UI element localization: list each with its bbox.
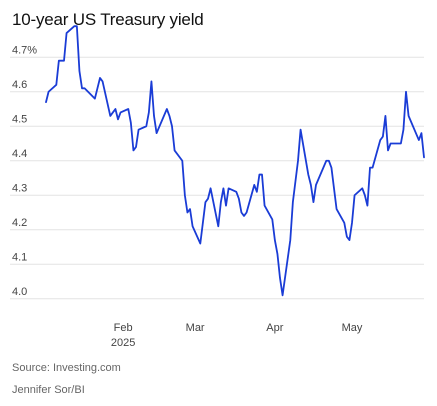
y-tick-label: 4.6 — [12, 79, 27, 91]
x-tick-label: Feb — [114, 322, 133, 334]
y-tick-label: 4.0 — [12, 286, 27, 298]
yield-series-line — [45, 25, 425, 297]
gridlines — [10, 56, 424, 300]
y-tick-label: 4.1 — [12, 251, 27, 263]
y-tick-label: 4.4 — [12, 148, 27, 160]
x-tick-label: May — [342, 322, 363, 334]
series-layer — [45, 25, 425, 297]
y-tick-label: 4.5 — [12, 113, 27, 125]
chart-title: 10-year US Treasury yield — [12, 10, 204, 29]
source-note: Source: Investing.com — [12, 362, 121, 374]
x-tick-label: Mar — [186, 322, 205, 334]
x-axis-ticks: Feb 2025 Mar Apr May — [111, 322, 363, 349]
y-tick-label: 4.2 — [12, 217, 27, 229]
y-tick-label: 4.7% — [12, 44, 37, 56]
x-tick-sublabel: 2025 — [111, 337, 135, 349]
x-tick-label: Apr — [266, 322, 283, 334]
credit-note: Jennifer Sor/BI — [12, 384, 85, 396]
y-axis-ticks: 4.0 4.1 4.2 4.3 4.4 4.5 4.6 4.7% — [12, 44, 37, 298]
y-tick-label: 4.3 — [12, 182, 27, 194]
